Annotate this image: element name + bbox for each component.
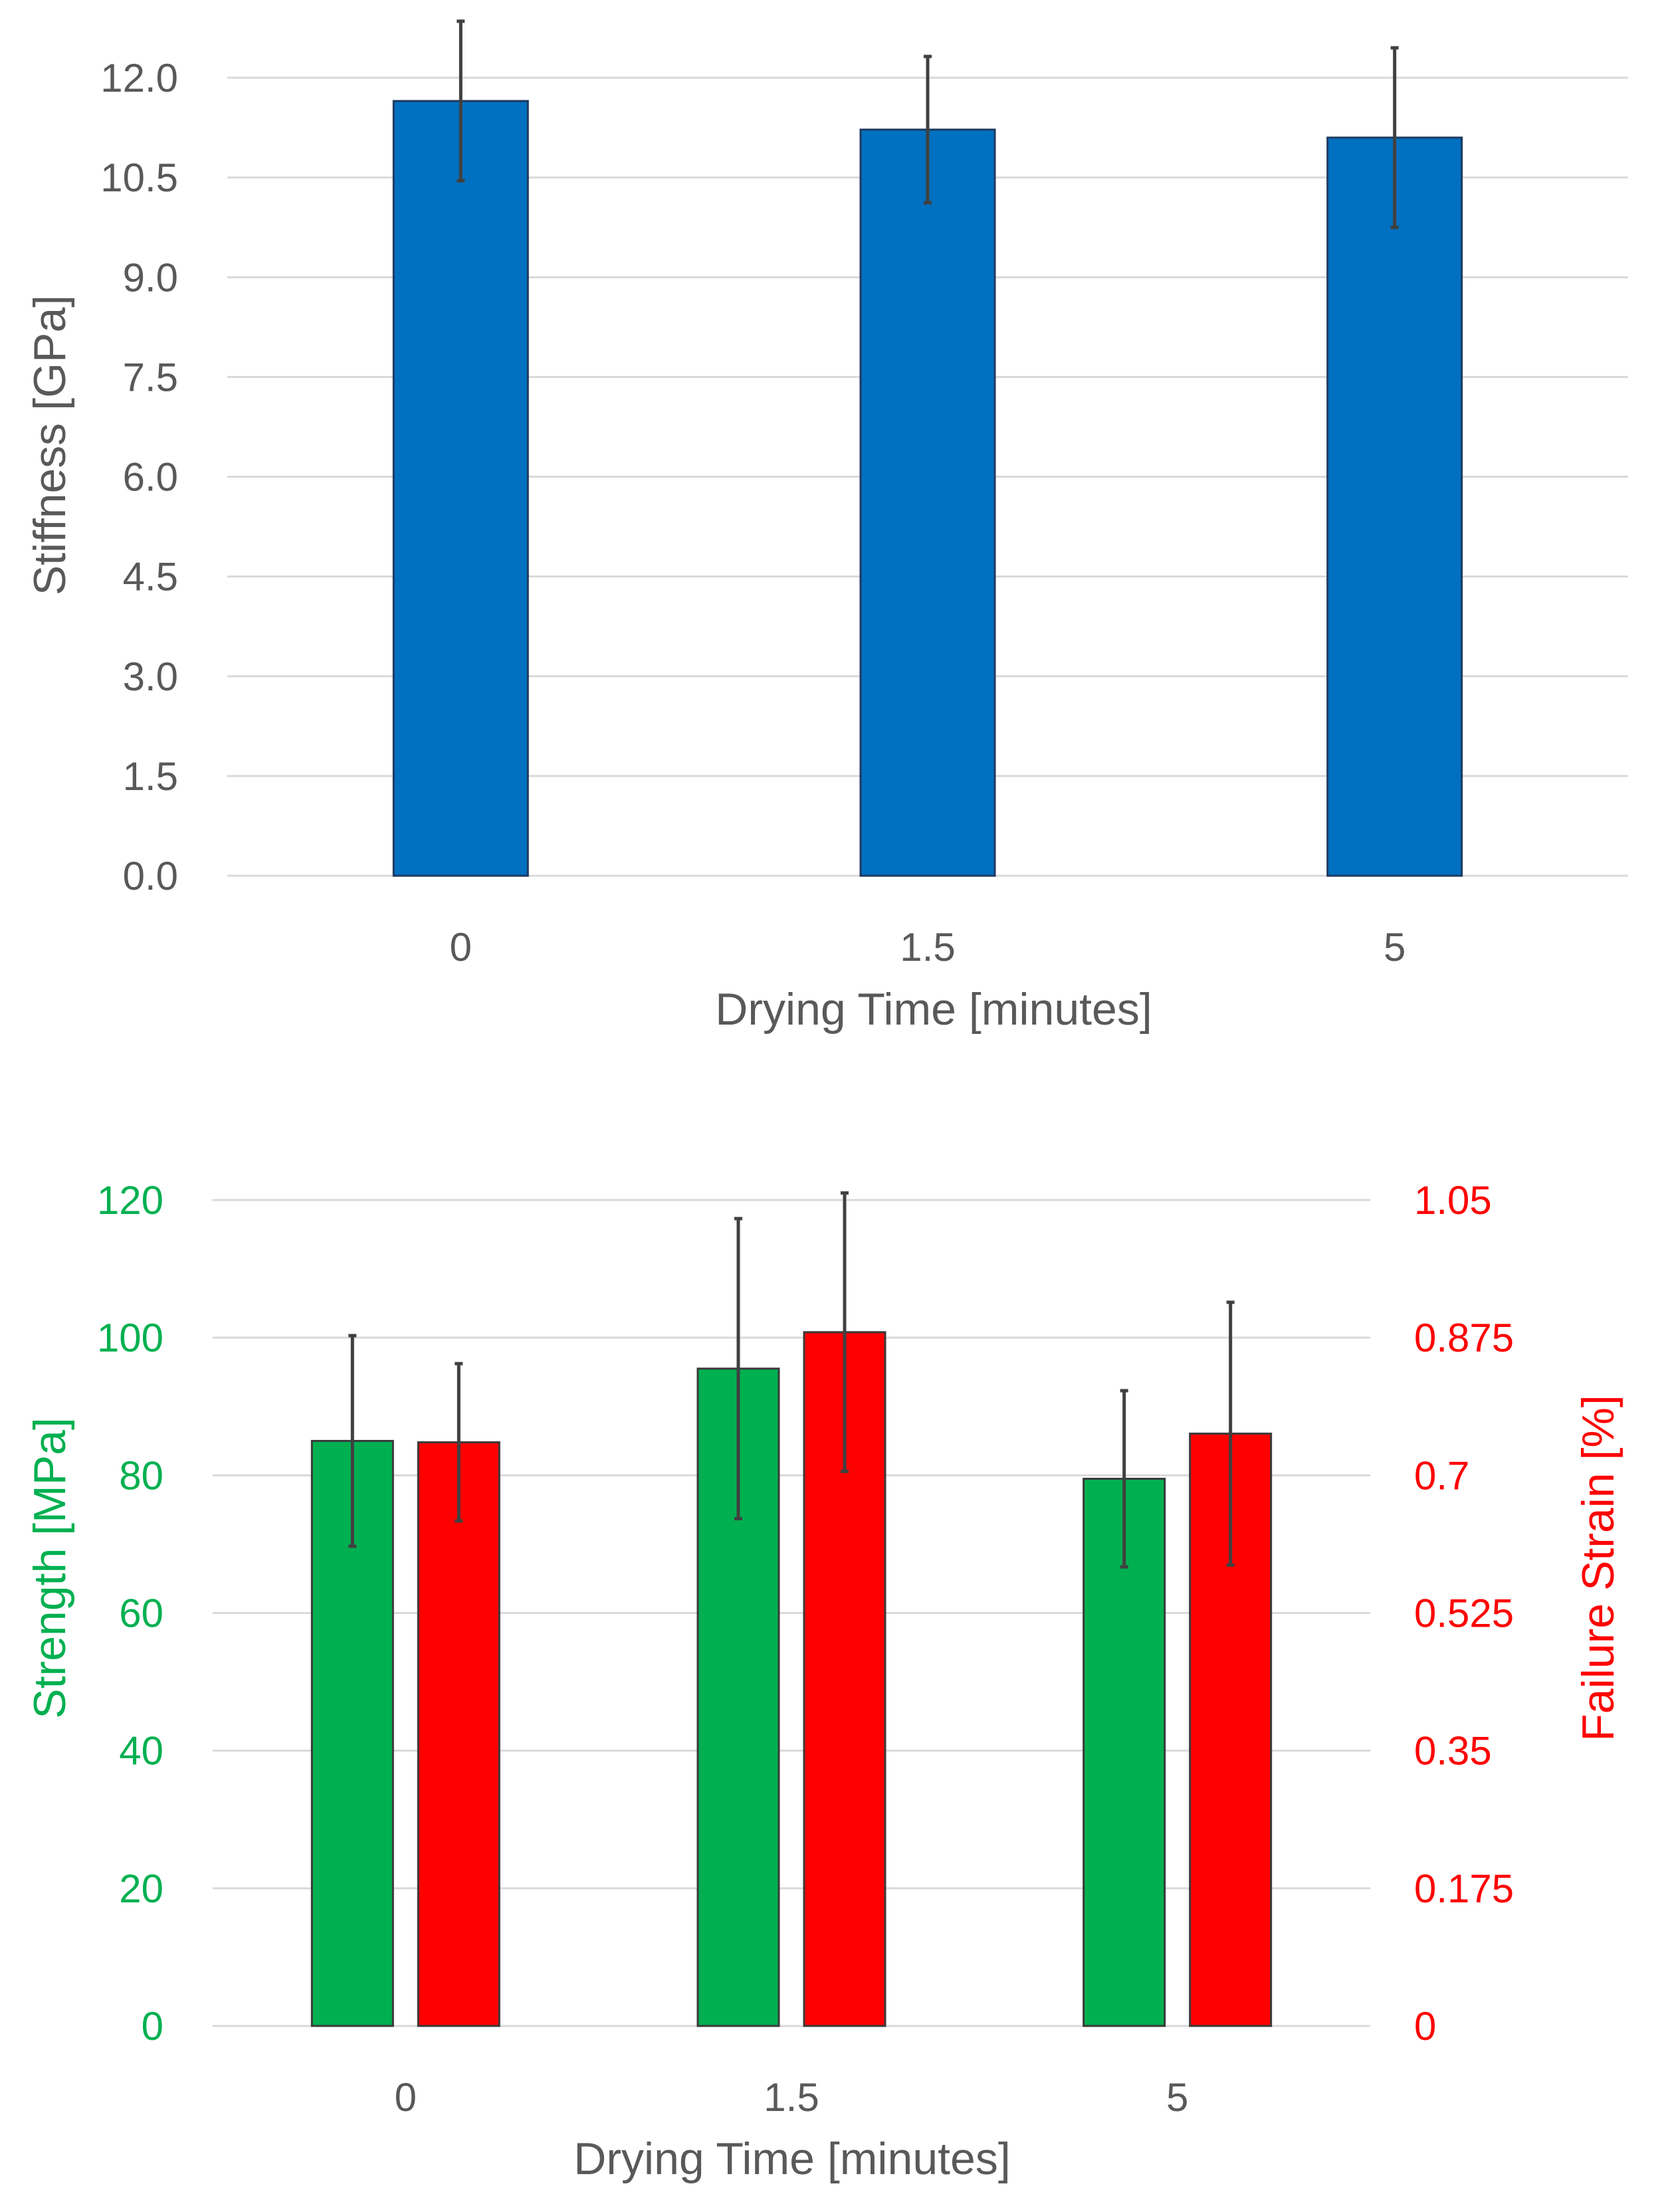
failure-strain-bar: [417, 1441, 500, 2027]
strain-y-tick-label: 0.875: [1414, 1316, 1514, 1360]
stiffness-y-tick-label: 0.0: [123, 854, 178, 898]
stiffness-y-tick-label: 12.0: [100, 56, 178, 100]
strength-x-tick-label: 5: [1166, 2075, 1188, 2120]
strain-y-tick-label: 0.175: [1414, 1866, 1514, 1911]
stiffness-y-tick-label: 9.0: [123, 255, 178, 300]
stiffness-y-tick-label: 10.5: [100, 155, 178, 200]
strength-x-tick-label: 1.5: [764, 2075, 819, 2120]
stiffness-y-axis-title: Stiffness [GPa]: [25, 295, 75, 595]
stiffness-y-tick-label: 6.0: [123, 455, 178, 500]
stiffness-x-tick-labels: 0 1.5 5: [450, 925, 1406, 969]
strength-gridlines: [213, 1199, 1370, 2027]
stiffness-bars: [392, 100, 1463, 877]
stiffness-x-axis-title: Drying Time [minutes]: [715, 984, 1152, 1035]
strain-y-tick-label: 0.7: [1414, 1453, 1469, 1498]
strength-strain-error-bars: [348, 1191, 1235, 1569]
strength-y-tick-label: 40: [119, 1729, 163, 1773]
strength-x-tick-labels: 0 1.5 5: [395, 2075, 1189, 2120]
stiffness-chart: 0.01.53.04.56.07.59.010.512.0 0 1.5 5 Dryi…: [25, 19, 1628, 1035]
stiffness-y-tick-label: 4.5: [123, 555, 178, 599]
strain-y-tick-label: 0.525: [1414, 1591, 1514, 1636]
strength-y-axis-title: Strength [MPa]: [25, 1417, 75, 1719]
stiffness-error-bars: [457, 19, 1399, 229]
strength-y-tick-label: 0: [142, 2004, 163, 2049]
strength-y-tick-labels: 0 20 40 60 80 100 120: [97, 1178, 163, 2049]
stiffness-x-tick-label: 0: [450, 925, 472, 969]
strength-x-axis-title: Drying Time [minutes]: [573, 2134, 1011, 2184]
strength-y-tick-label: 60: [119, 1591, 163, 1636]
strength-strain-chart: 0 20 40 60 80 100 120 0 0.175 0.35 0.525 0.7 0.875 1…: [25, 1178, 1623, 2184]
stiffness-bar: [392, 100, 529, 877]
strength-y-tick-label: 20: [119, 1866, 163, 1911]
strength-y-tick-label: 120: [97, 1178, 163, 1223]
stiffness-y-tick-labels: 0.0 1.5 3.0 4.5 6.0 7.5 9.0 10.5 12.0: [100, 56, 178, 898]
strain-y-tick-label: 0.35: [1414, 1729, 1492, 1773]
strain-y-tick-label: 0: [1414, 2004, 1436, 2049]
stiffness-y-tick-label: 3.0: [123, 654, 178, 699]
stiffness-x-tick-label: 1.5: [900, 925, 955, 969]
strength-bar: [310, 1440, 394, 2027]
stiffness-bar: [1326, 136, 1463, 877]
strain-y-tick-label: 1.05: [1414, 1178, 1492, 1223]
strength-y-tick-label: 80: [119, 1453, 163, 1498]
stiffness-y-tick-label: 7.5: [123, 355, 178, 399]
stiffness-x-tick-label: 5: [1384, 925, 1405, 969]
strength-y-tick-label: 100: [97, 1316, 163, 1360]
stiffness-bar: [859, 128, 996, 877]
strain-y-tick-labels: 0 0.175 0.35 0.525 0.7 0.875 1.05: [1414, 1178, 1514, 2049]
stiffness-y-tick-label: 1.5: [123, 754, 178, 799]
strain-y-axis-title: Failure Strain [%]: [1573, 1395, 1623, 1742]
strength-x-tick-label: 0: [395, 2075, 417, 2120]
